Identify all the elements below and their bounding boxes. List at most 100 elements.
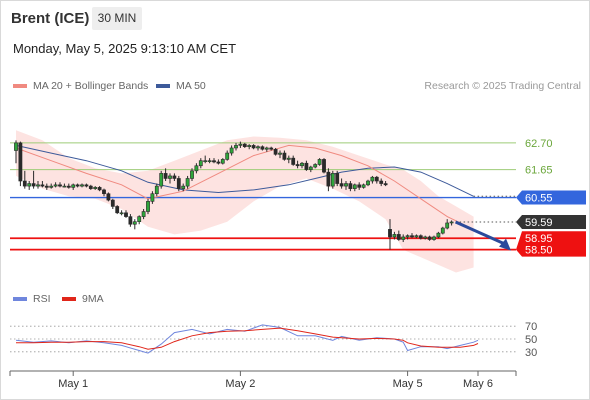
candle-body — [291, 157, 296, 165]
candle-body — [40, 184, 45, 187]
candle — [339, 178, 344, 189]
candle-body — [62, 185, 67, 188]
candle — [172, 173, 177, 182]
instrument-title: Brent (ICE) — [11, 10, 90, 27]
candle — [154, 183, 159, 197]
candle-body — [93, 187, 98, 189]
candle — [31, 170, 36, 189]
candle — [383, 181, 388, 187]
candle-body — [335, 173, 340, 184]
ma50-legend-label: MA 50 — [176, 80, 206, 92]
candle-body — [414, 235, 419, 238]
candle — [36, 181, 40, 189]
candle — [286, 155, 291, 164]
candle-body — [71, 184, 76, 188]
legend-ma20: MA 20 + Bollinger Bands — [13, 80, 148, 92]
candle-body — [432, 236, 436, 240]
candle — [40, 181, 45, 188]
candle — [322, 158, 326, 174]
candle-body — [264, 147, 269, 150]
candle — [449, 220, 454, 226]
candle-body — [102, 189, 106, 195]
candle-body — [401, 236, 406, 240]
level-tag-61.65: 61.65 — [525, 165, 553, 177]
candle-body — [203, 160, 208, 162]
candle-body — [304, 162, 309, 170]
candle-body — [80, 184, 84, 187]
candle — [418, 234, 423, 240]
candle — [410, 233, 414, 239]
candle — [300, 161, 304, 169]
candle-body — [198, 160, 203, 167]
candle — [58, 182, 62, 188]
candle-body — [172, 175, 177, 179]
level-tag-label: 58.50 — [525, 245, 553, 257]
forecast-arrow-shaft — [454, 220, 505, 246]
candle — [278, 150, 282, 159]
candle-body — [392, 234, 397, 238]
candle-body — [168, 175, 172, 179]
candle-body — [396, 234, 401, 240]
candle-body — [282, 152, 287, 160]
candle-body — [423, 236, 428, 239]
candle-body — [159, 173, 164, 187]
level-tag-62.70: 62.70 — [525, 138, 553, 150]
candle — [388, 219, 392, 250]
candle — [141, 208, 146, 220]
candle-body — [137, 216, 142, 222]
candle — [97, 186, 102, 192]
candle — [190, 168, 194, 182]
candle — [194, 163, 199, 174]
candle-body — [344, 183, 348, 187]
candle — [405, 234, 410, 240]
rsi-swatch — [13, 297, 27, 301]
level-tag-58.95: 58.95 — [525, 233, 553, 245]
x-tick-label: May 1 — [58, 378, 88, 390]
candle-body — [53, 184, 58, 187]
candle — [163, 168, 168, 182]
timeframe-button[interactable]: 30 MIN — [92, 7, 142, 30]
candle-body — [190, 170, 194, 179]
candle-body — [330, 173, 335, 187]
candle — [207, 158, 212, 164]
candle — [185, 175, 190, 189]
candle-body — [322, 159, 326, 173]
candle — [159, 170, 164, 189]
candle-body — [31, 183, 36, 187]
candle — [392, 231, 397, 240]
ma50-swatch — [156, 84, 170, 88]
candle — [317, 158, 322, 166]
candle-body — [49, 185, 54, 188]
candle — [295, 160, 300, 169]
candle-body — [97, 187, 102, 191]
ma9-swatch — [62, 297, 76, 301]
candle-body — [14, 142, 18, 151]
candle — [106, 192, 111, 202]
candle-body — [154, 185, 159, 195]
candle — [357, 182, 362, 190]
candle — [282, 150, 287, 161]
candle — [352, 183, 357, 192]
candle — [216, 159, 221, 165]
candle-body — [317, 159, 322, 165]
candle-body — [405, 235, 410, 238]
candle — [326, 168, 331, 192]
level-tag-58.50: 58.50 — [525, 245, 553, 257]
candle — [110, 198, 115, 209]
x-tick-label: May 6 — [463, 378, 493, 390]
candle — [401, 234, 406, 243]
candle-body — [110, 199, 115, 207]
level-tag-label: 60.55 — [525, 193, 553, 205]
candle — [445, 219, 450, 230]
candle-body — [339, 183, 344, 187]
candle-body — [352, 184, 357, 189]
candle-body — [18, 142, 23, 182]
candle-body — [348, 183, 353, 189]
candle — [269, 146, 274, 151]
x-tick-label: May 2 — [225, 378, 255, 390]
candle — [66, 183, 71, 189]
candle-body — [278, 152, 282, 155]
level-tag-box — [516, 214, 586, 229]
credit-label: Research © 2025 Trading Central — [424, 80, 581, 92]
candle — [229, 145, 234, 156]
